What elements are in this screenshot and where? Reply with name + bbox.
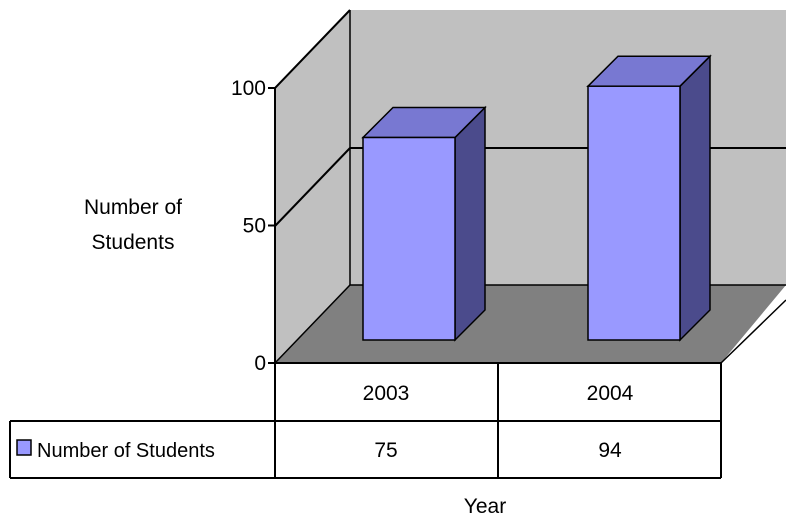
bar-side-face — [454, 105, 486, 342]
table-category-2004: 2004 — [587, 382, 634, 405]
table-category-2003: 2003 — [363, 382, 410, 405]
table-value: 75 — [374, 439, 397, 462]
table-value: 94 — [598, 439, 622, 462]
y-axis-ticks: 0 50 100 — [231, 77, 275, 375]
y-tick-label: 50 — [243, 215, 266, 238]
y-axis-label-line2: Students — [91, 231, 175, 254]
bar-side-face — [679, 54, 711, 342]
legend-key — [16, 439, 32, 456]
y-axis-label-line1: Number of — [83, 196, 183, 219]
floor-right-edge — [720, 299, 786, 364]
y-axis-label: Number of Students — [58, 190, 208, 260]
data-table — [9, 362, 722, 479]
x-axis-label: Year — [463, 495, 507, 518]
bars — [361, 54, 712, 342]
bar-front-face — [587, 85, 681, 341]
bar-2003 — [361, 105, 487, 342]
table-cells: 2003 2004 75 94 Number of Students — [16, 382, 634, 462]
bar-2004 — [586, 54, 712, 342]
bar-front-face — [362, 136, 456, 341]
y-tick-label: 100 — [231, 77, 266, 100]
gridline-50-side — [274, 147, 351, 227]
y-tick-label: 0 — [254, 352, 266, 375]
legend-series-name: Number of Students — [37, 440, 215, 462]
